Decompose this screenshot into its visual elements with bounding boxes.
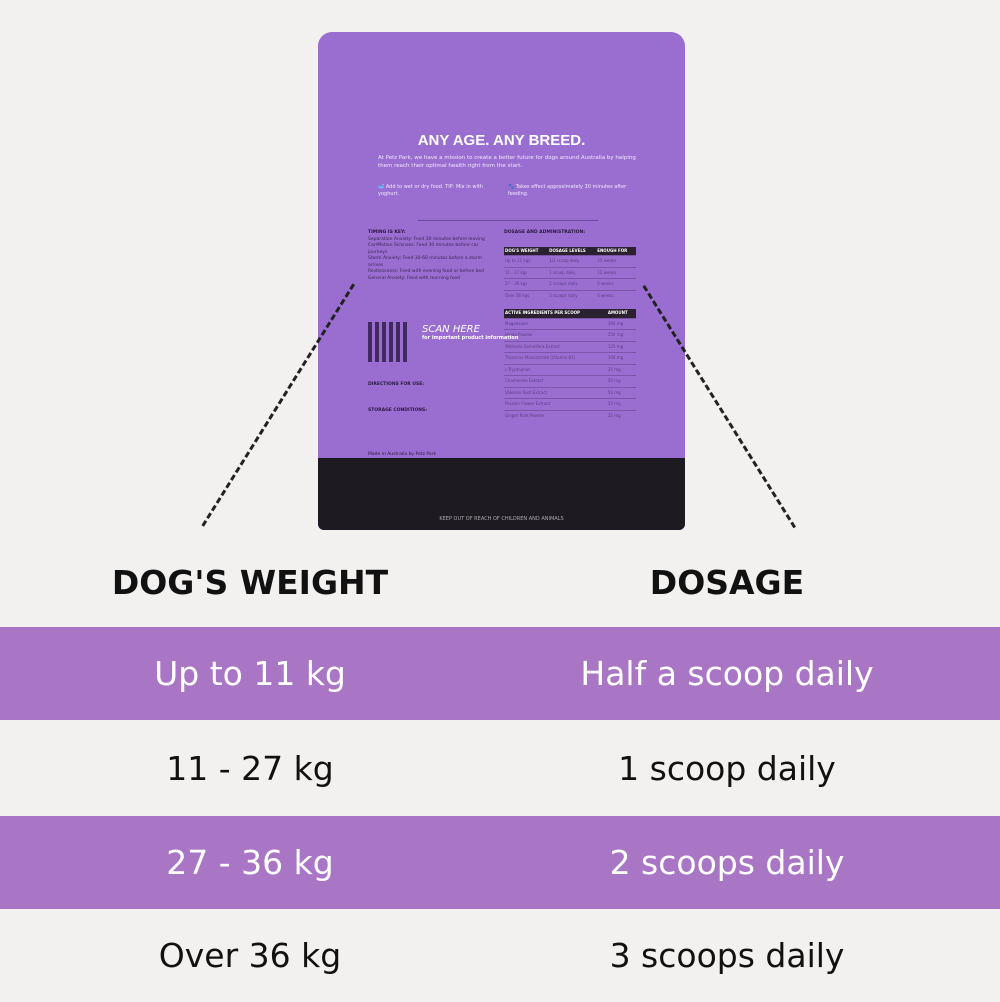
bag-dose-table: DOG'S WEIGHT DOSAGE LEVELS ENOUGH FOR Up to… xyxy=(504,246,636,301)
table-cell: Passion Flower Extract xyxy=(504,398,607,410)
weight-header: DOG'S WEIGHT xyxy=(111,563,389,602)
bag-ingredient-table: ACTIVE INGREDIENTS PER SCOOP AMOUNT Magnes… xyxy=(504,309,636,421)
dosage-cell: 2 scoops daily xyxy=(609,843,845,882)
bag-headline: ANY AGE. ANY BREED. xyxy=(417,132,586,149)
dosage-row: 11 - 27 kg 1 scoop daily xyxy=(0,722,1000,815)
table-header: AMOUNT xyxy=(606,309,636,318)
dosage-row: Over 36 kg 3 scoops daily xyxy=(0,909,1000,1002)
table-cell: Valerian Root Extract xyxy=(504,386,607,399)
table-header: ACTIVE INGREDIENTS PER SCOOP xyxy=(504,309,607,318)
table-header: ENOUGH FOR xyxy=(596,246,636,256)
paw-icon: 🐾 xyxy=(508,184,516,190)
table-header-row: ACTIVE INGREDIENTS PER SCOOP AMOUNT xyxy=(504,309,636,318)
bag-effect: 🐾 Takes effect approximately 30 minutes … xyxy=(508,184,627,197)
scan-here: SCAN HERE for important product informati… xyxy=(422,324,519,341)
table-cell: 6 weeks xyxy=(596,278,636,290)
dosage-section: DOSAGE AND ADMINISTRATION: DOG'S WEIGHT D… xyxy=(504,230,639,421)
table-cell: Chamomile Extract xyxy=(504,375,607,387)
qr-code xyxy=(368,322,408,362)
table-cell: Thiamine Mononitrate (Vitamin B1) xyxy=(504,352,607,364)
bag-tip: 🥣 Add to wet or dry food. TIP: Mix in wi… xyxy=(378,184,483,197)
table-cell: 50 mg xyxy=(606,398,636,410)
table-cell: 125 mg xyxy=(606,340,636,353)
table-cell: 1/2 scoop daily xyxy=(548,255,597,267)
table-cell: L-Tryptophan xyxy=(504,363,607,376)
table-row: Hemp Powder 250 mg xyxy=(504,329,636,341)
table-cell: 25 weeks xyxy=(596,255,636,267)
bag-bottom: KEEP OUT OF REACH OF CHILDREN AND ANIMAL… xyxy=(318,458,685,530)
weight-cell: Up to 11 kg xyxy=(154,654,346,693)
table-cell: 2 scoops daily xyxy=(548,278,597,290)
timing-section: TIMING IS KEY: Separation Anxiety: Feed … xyxy=(368,230,485,281)
table-cell: 25 mg xyxy=(606,363,636,376)
table-row: L-Tryptophan 25 mg xyxy=(504,363,636,376)
product-bag: ANY AGE. ANY BREED. At Petz Park, we hav… xyxy=(318,32,685,530)
table-header: DOG'S WEIGHT xyxy=(504,246,549,256)
table-cell: 11 - 27 kgs xyxy=(504,266,549,279)
bowl-icon: 🥣 xyxy=(378,184,386,190)
table-cell: 27 - 36 kgs xyxy=(504,278,549,290)
table-cell: Up to 11 kgs xyxy=(504,255,549,267)
dosage-cell: Half a scoop daily xyxy=(580,654,874,693)
table-cell: Magnesium xyxy=(504,317,607,330)
table-cell: Withania Somnifera Extract xyxy=(504,340,607,353)
table-row: Magnesium 300 mg xyxy=(504,317,636,330)
table-row: Withania Somnifera Extract 125 mg xyxy=(504,340,636,353)
weight-cell: 27 - 36 kg xyxy=(166,843,334,882)
dosage-row: 27 - 36 kg 2 scoops daily xyxy=(0,816,1000,909)
table-cell: 250 mg xyxy=(606,329,636,341)
dosage-cell: 3 scoops daily xyxy=(609,936,845,975)
table-cell: 50 mg xyxy=(606,375,636,387)
table-cell: 4 weeks xyxy=(596,289,636,301)
table-cell: Over 36 kgs xyxy=(504,289,549,301)
table-cell: Ginger Root Powder xyxy=(504,409,607,421)
table-row: 11 - 27 kgs 1 scoop daily 12 weeks xyxy=(504,266,636,279)
dosage-header: DOSAGE xyxy=(649,563,805,602)
directions-section: DIRECTIONS FOR USE: STORAGE CONDITIONS: xyxy=(368,382,428,413)
bag-mission: At Petz Park, we have a mission to creat… xyxy=(378,155,636,169)
table-cell: 50 mg xyxy=(606,386,636,399)
table-row: Chamomile Extract 50 mg xyxy=(504,375,636,387)
dosage-cell: 1 scoop daily xyxy=(618,749,836,788)
table-row: Over 36 kgs 3 scoops daily 4 weeks xyxy=(504,289,636,301)
divider xyxy=(418,220,598,221)
table-cell: 100 mg xyxy=(606,352,636,364)
table-header: DOSAGE LEVELS xyxy=(548,246,597,256)
weight-cell: 11 - 27 kg xyxy=(166,749,334,788)
table-cell: Hemp Powder xyxy=(504,329,607,341)
table-header-row: DOG'S WEIGHT DOSAGE LEVELS ENOUGH FOR xyxy=(504,246,636,256)
table-cell: 12 weeks xyxy=(596,266,636,279)
table-row: Ginger Root Powder 25 mg xyxy=(504,409,636,421)
table-row: Passion Flower Extract 50 mg xyxy=(504,398,636,410)
table-cell: 300 mg xyxy=(606,317,636,330)
table-row: Valerian Root Extract 50 mg xyxy=(504,386,636,399)
table-cell: 3 scoops daily xyxy=(548,289,597,301)
made-in: Made in Australia by Petz Park xyxy=(368,452,437,457)
table-cell: 1 scoop daily xyxy=(548,266,597,279)
dosage-row: Up to 11 kg Half a scoop daily xyxy=(0,627,1000,720)
table-cell: 25 mg xyxy=(606,409,636,421)
table-row: 27 - 36 kgs 2 scoops daily 6 weeks xyxy=(504,278,636,290)
table-row: Thiamine Mononitrate (Vitamin B1) 100 mg xyxy=(504,352,636,364)
weight-cell: Over 36 kg xyxy=(158,936,342,975)
table-row: Up to 11 kgs 1/2 scoop daily 25 weeks xyxy=(504,255,636,267)
keep-out-text: KEEP OUT OF REACH OF CHILDREN AND ANIMAL… xyxy=(439,516,564,522)
